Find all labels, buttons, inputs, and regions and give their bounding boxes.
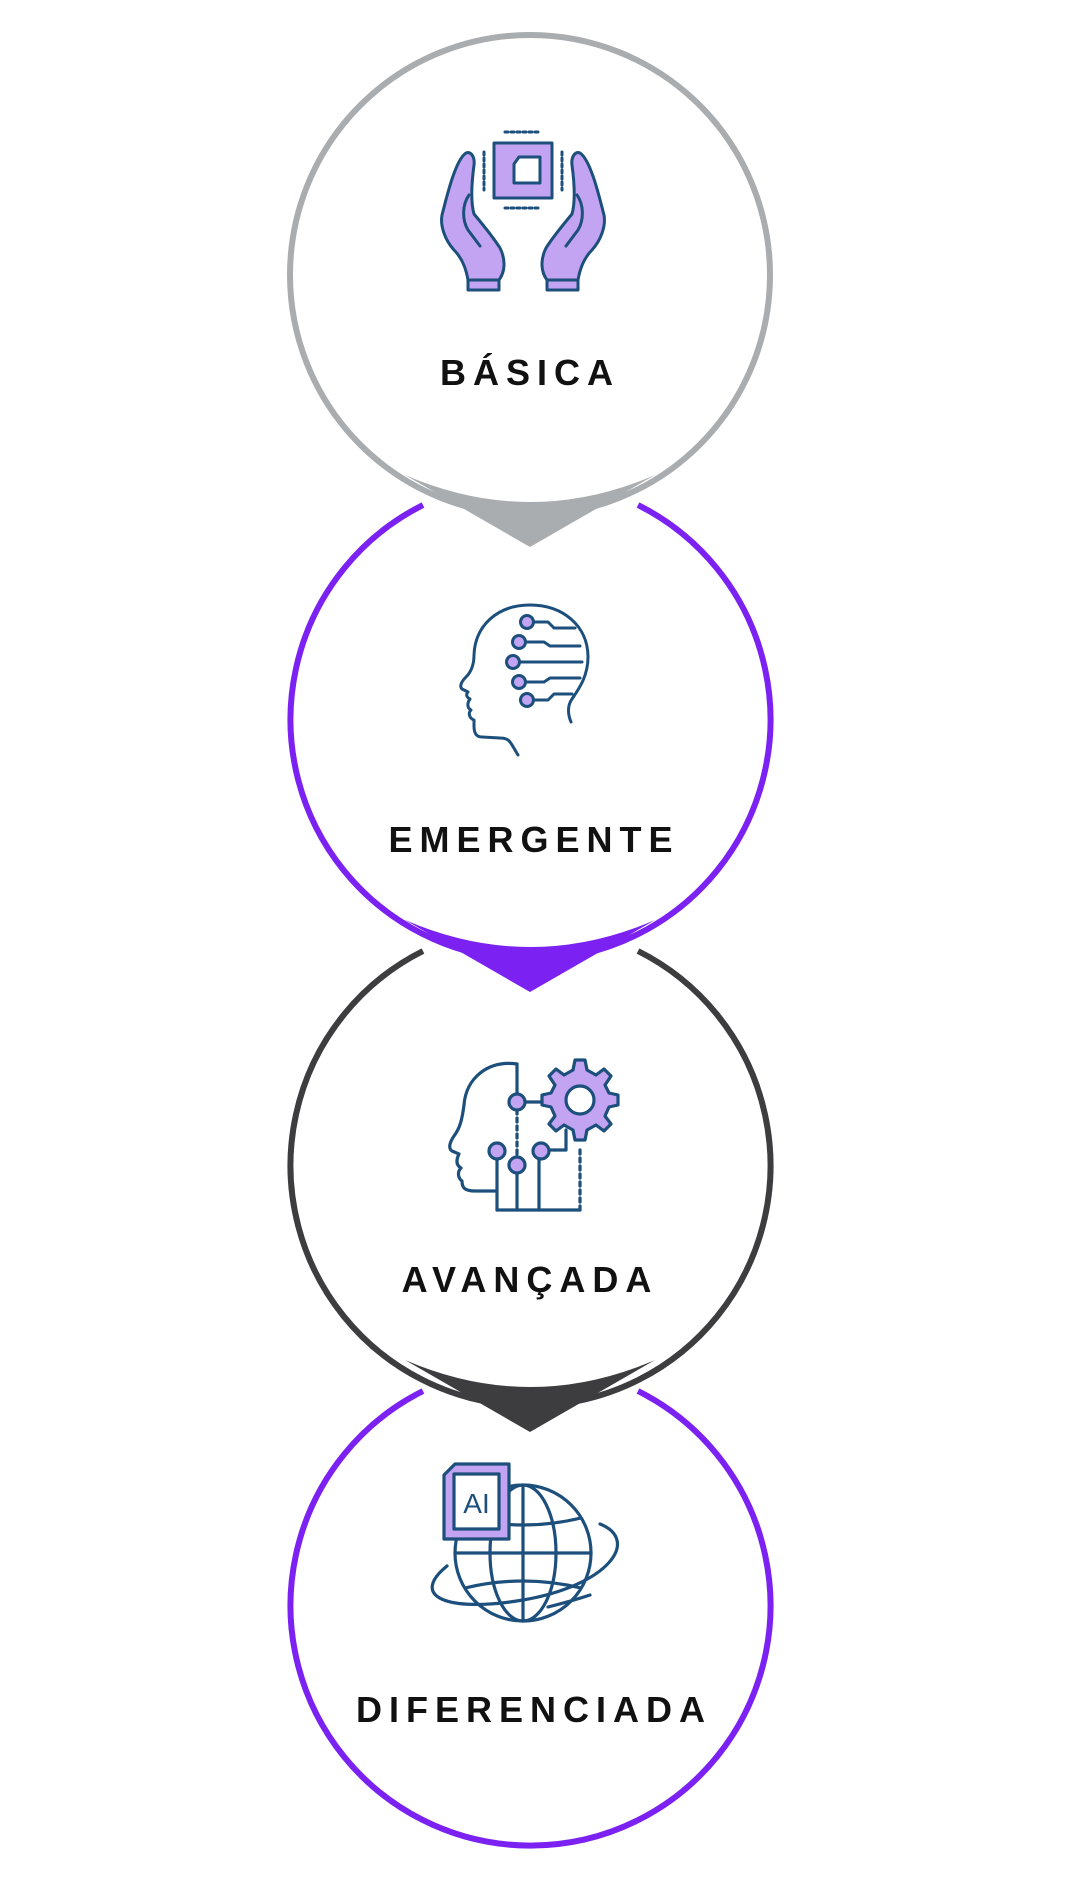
stage-ring-basica <box>287 32 773 518</box>
stage-ring-avancada <box>287 948 774 1409</box>
stage-label-emergente: EMERGENTE <box>388 819 679 860</box>
stage-basica: BÁSICA <box>287 32 773 547</box>
stage-pointer-basica <box>405 475 655 547</box>
stage-pointer-emergente <box>405 920 655 992</box>
stage-label-avancada: AVANÇADA <box>402 1259 659 1300</box>
stage-diferenciada: AI DIFERENCIADA <box>287 1388 774 1849</box>
stage-label-diferenciada: DIFERENCIADA <box>356 1689 712 1730</box>
ai-globe-icon: AI <box>430 1462 620 1623</box>
stage-pointer-avancada <box>405 1360 655 1432</box>
ai-chip-text: AI <box>463 1488 489 1519</box>
stage-label-basica: BÁSICA <box>440 352 620 393</box>
ai-head-circuit-icon <box>459 603 590 757</box>
stage-ring-diferenciada <box>287 1388 774 1849</box>
stage-ring-emergente <box>287 502 774 963</box>
stage-avancada: AVANÇADA <box>287 948 774 1432</box>
ai-head-gear-icon <box>448 1058 620 1212</box>
hands-holding-chip-icon <box>440 130 606 292</box>
stage-emergente: EMERGENTE <box>287 502 774 992</box>
